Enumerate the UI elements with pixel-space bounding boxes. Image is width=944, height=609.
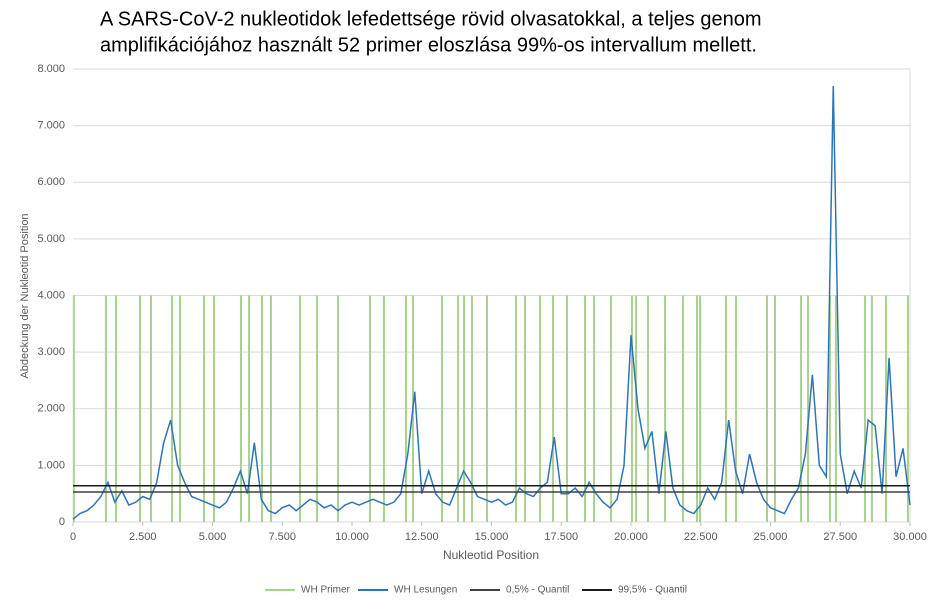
x-tick-label: 5.000 — [199, 531, 227, 543]
x-tick-label: 2.500 — [129, 531, 157, 543]
x-tick-label: 15.000 — [475, 531, 509, 543]
y-axis-label: Abdeckung der Nukleotid Position — [19, 213, 31, 378]
x-tick-label: 30.000 — [893, 531, 927, 543]
y-tick-label: 7.000 — [37, 120, 65, 132]
x-tick-label: 0 — [70, 531, 76, 543]
x-tick-label: 27.500 — [823, 531, 857, 543]
legend-label: WH Lesungen — [394, 585, 457, 596]
legend-label: 99,5% - Quantil — [618, 585, 687, 596]
x-axis-label: Nukleotid Position — [443, 548, 539, 562]
x-tick-label: 22.500 — [684, 531, 718, 543]
x-tick-label: 10.000 — [335, 531, 369, 543]
chart-title: A SARS-CoV-2 nukleotidok lefedettsége rö… — [100, 8, 761, 30]
x-tick-label: 7.500 — [268, 531, 296, 543]
y-tick-label: 0 — [59, 516, 65, 528]
y-tick-label: 5.000 — [37, 233, 65, 245]
x-tick-label: 17.500 — [544, 531, 578, 543]
x-tick-label: 25.000 — [754, 531, 788, 543]
y-tick-label: 4.000 — [37, 289, 65, 301]
legend-label: 0,5% - Quantil — [506, 585, 569, 596]
chart-title: amplifikációjához használt 52 primer elo… — [100, 34, 757, 56]
coverage-line — [72, 85, 911, 520]
y-tick-label: 2.000 — [37, 403, 65, 415]
y-tick-label: 8.000 — [37, 63, 65, 75]
x-tick-label: 12.500 — [405, 531, 439, 543]
x-tick-label: 20.000 — [614, 531, 648, 543]
y-tick-label: 1.000 — [37, 459, 65, 471]
legend-label: WH Primer — [301, 585, 351, 596]
y-tick-label: 3.000 — [37, 346, 65, 358]
y-tick-label: 6.000 — [37, 176, 65, 188]
